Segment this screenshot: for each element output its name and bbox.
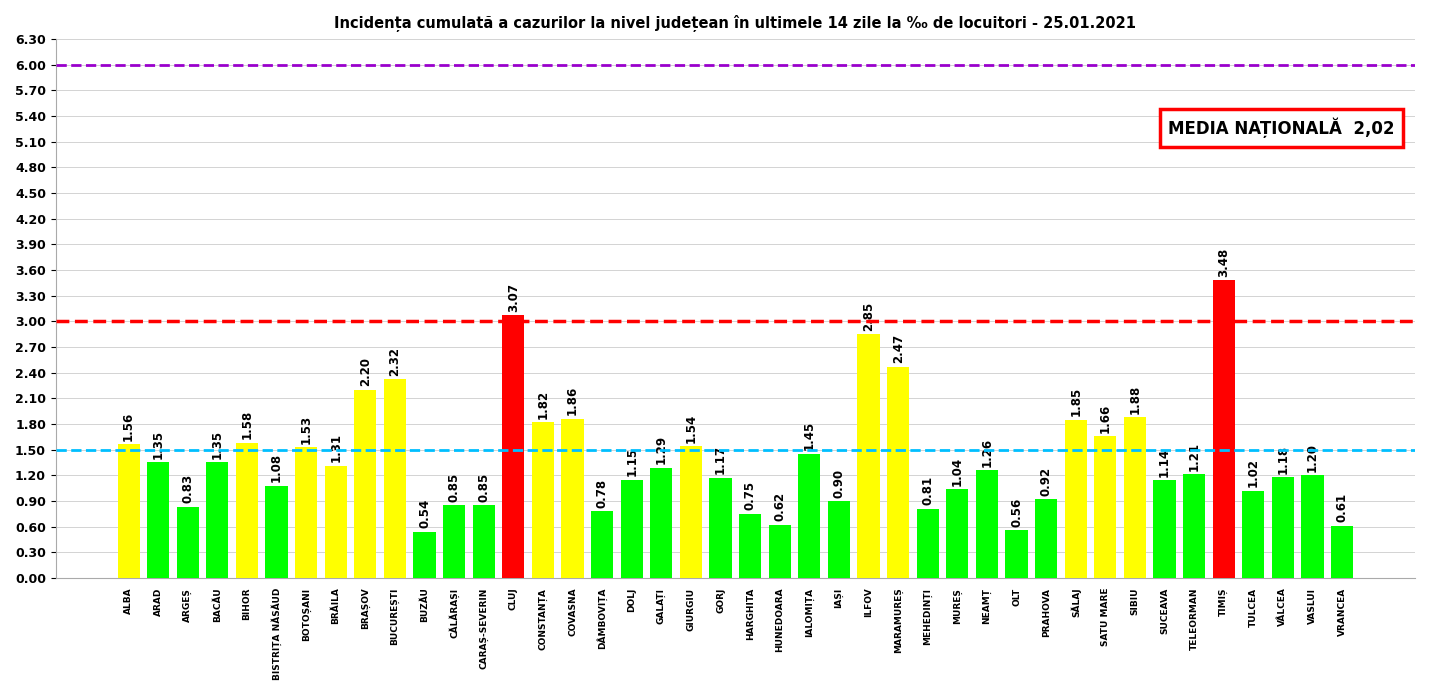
Text: 1.20: 1.20 — [1306, 443, 1318, 472]
Text: 3.07: 3.07 — [506, 283, 521, 312]
Text: 0.56: 0.56 — [1010, 498, 1022, 527]
Text: 1.56: 1.56 — [122, 412, 134, 441]
Text: 2.47: 2.47 — [892, 334, 905, 363]
Bar — [709, 478, 732, 578]
Text: 1.15: 1.15 — [625, 447, 638, 476]
Text: 0.85: 0.85 — [478, 473, 490, 502]
Bar — [325, 466, 347, 578]
Text: 0.85: 0.85 — [448, 473, 460, 502]
Text: 0.62: 0.62 — [774, 492, 786, 521]
Text: 1.85: 1.85 — [1070, 387, 1083, 416]
Bar — [1094, 436, 1117, 578]
Bar — [1331, 525, 1353, 578]
Text: 1.88: 1.88 — [1128, 384, 1141, 414]
Bar — [236, 443, 257, 578]
Bar — [147, 462, 169, 578]
Text: 1.86: 1.86 — [566, 386, 579, 416]
Text: 1.58: 1.58 — [240, 410, 253, 439]
Bar — [679, 446, 702, 578]
Bar — [473, 505, 495, 578]
Bar — [532, 423, 553, 578]
Text: 1.02: 1.02 — [1247, 458, 1260, 487]
Title: Incidența cumulată a cazurilor la nivel județean în ultimele 14 zile la ‰ de loc: Incidența cumulată a cazurilor la nivel … — [335, 15, 1137, 32]
Bar — [917, 509, 940, 578]
Bar — [1124, 417, 1145, 578]
Text: 1.17: 1.17 — [714, 445, 726, 475]
Bar — [177, 507, 199, 578]
Bar — [1271, 477, 1294, 578]
Text: 1.35: 1.35 — [210, 430, 225, 459]
Bar — [621, 480, 644, 578]
Text: 1.66: 1.66 — [1098, 403, 1113, 432]
Text: 1.18: 1.18 — [1277, 444, 1290, 473]
Text: 3.48: 3.48 — [1217, 247, 1230, 277]
Text: 2.85: 2.85 — [862, 302, 875, 331]
Text: 1.82: 1.82 — [536, 390, 549, 419]
Text: 1.45: 1.45 — [802, 421, 817, 450]
Text: 0.61: 0.61 — [1336, 493, 1348, 523]
Bar — [1005, 530, 1028, 578]
Bar — [1154, 480, 1175, 578]
Bar — [947, 489, 968, 578]
Bar — [739, 514, 761, 578]
Bar — [1243, 491, 1264, 578]
Bar — [295, 447, 317, 578]
Bar — [1301, 475, 1324, 578]
Text: 1.08: 1.08 — [270, 453, 283, 482]
Text: 0.54: 0.54 — [418, 499, 430, 528]
Bar — [1035, 499, 1057, 578]
Text: 0.75: 0.75 — [744, 481, 756, 510]
Text: 1.14: 1.14 — [1158, 448, 1171, 477]
Text: 1.35: 1.35 — [152, 430, 164, 459]
Text: 0.92: 0.92 — [1040, 466, 1052, 496]
Text: 1.29: 1.29 — [655, 435, 668, 464]
Bar — [1183, 475, 1205, 578]
Bar — [828, 501, 849, 578]
Bar — [651, 468, 672, 578]
Bar — [355, 390, 376, 578]
Text: 1.54: 1.54 — [685, 414, 698, 443]
Bar — [562, 419, 583, 578]
Bar — [266, 486, 287, 578]
Text: 1.31: 1.31 — [329, 434, 342, 462]
Bar — [502, 316, 525, 578]
Text: 0.90: 0.90 — [832, 468, 845, 498]
Text: MEDIA NAȚIONALĂ  2,02: MEDIA NAȚIONALĂ 2,02 — [1168, 117, 1394, 138]
Text: 1.53: 1.53 — [300, 414, 313, 443]
Bar — [1213, 280, 1236, 578]
Text: 0.81: 0.81 — [921, 476, 934, 505]
Text: 1.04: 1.04 — [951, 457, 964, 486]
Bar — [383, 379, 406, 578]
Text: 2.20: 2.20 — [359, 357, 372, 386]
Bar — [975, 470, 998, 578]
Bar — [858, 334, 879, 578]
Bar — [798, 454, 821, 578]
Text: 1.26: 1.26 — [981, 438, 994, 467]
Bar — [206, 462, 229, 578]
Text: 2.32: 2.32 — [389, 347, 402, 376]
Bar — [117, 445, 140, 578]
Text: 0.83: 0.83 — [182, 475, 194, 503]
Bar — [769, 525, 791, 578]
Bar — [591, 512, 613, 578]
Text: 1.21: 1.21 — [1188, 442, 1201, 471]
Bar — [413, 532, 436, 578]
Bar — [1065, 420, 1087, 578]
Text: 0.78: 0.78 — [596, 479, 609, 508]
Bar — [443, 505, 465, 578]
Bar — [887, 367, 909, 578]
